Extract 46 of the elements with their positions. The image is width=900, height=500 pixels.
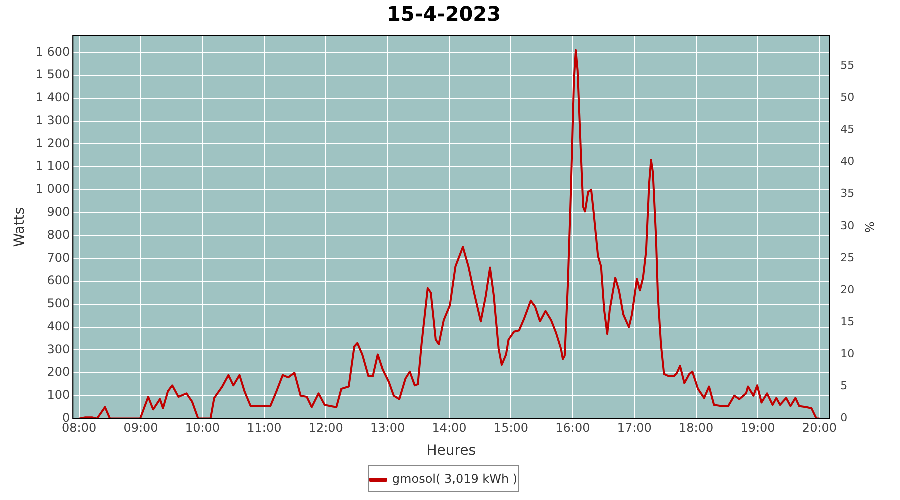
y2-tick-label: 25	[840, 251, 855, 264]
y-tick-label: 500	[47, 296, 70, 311]
y-tick-label: 1 300	[36, 113, 70, 128]
y-axis-title: Watts	[12, 207, 28, 248]
y2-tick-label: 5	[840, 380, 848, 393]
y-tick-label: 100	[47, 388, 70, 402]
y-tick-label: 300	[47, 342, 70, 356]
x-tick-label: 13:00	[370, 421, 406, 436]
y-tick-label: 700	[47, 250, 70, 265]
y-tick-label: 200	[47, 365, 70, 380]
x-tick-label: 08:00	[62, 421, 97, 436]
x-axis-title: Heures	[426, 443, 476, 460]
legend-label: gmosol( 3,019 kWh )	[392, 472, 518, 486]
y-tick-label: 1 500	[36, 68, 70, 82]
x-tick-label: 20:00	[802, 421, 838, 436]
x-tick-label: 11:00	[247, 421, 282, 436]
x-tick-label: 18:00	[679, 421, 714, 436]
y-tick-label: 800	[47, 228, 70, 242]
y-tick-label: 1 000	[36, 182, 70, 196]
y-tick-label: 1 200	[36, 136, 70, 150]
y2-tick-label: 50	[840, 91, 855, 104]
y2-tick-label: 35	[840, 187, 855, 200]
y2-tick-label: 15	[840, 315, 855, 328]
x-tick-label: 19:00	[740, 421, 776, 436]
y-tick-label: 900	[47, 204, 70, 219]
x-tick-label: 17:00	[617, 421, 652, 436]
x-tick-label: 12:00	[308, 421, 344, 436]
y-tick-label: 600	[47, 274, 70, 288]
y2-tick-label: 20	[840, 283, 855, 296]
y2-tick-label: 40	[840, 155, 855, 168]
x-tick-label: 10:00	[185, 421, 220, 436]
y2-axis-title: %	[862, 222, 877, 234]
y-tick-label: 1 400	[36, 90, 70, 105]
x-tick-label: 09:00	[124, 421, 158, 436]
y2-tick-label: 10	[840, 348, 855, 361]
y-tick-label: 400	[47, 319, 70, 334]
y2-tick-label: 30	[840, 219, 855, 232]
y2-tick-label: 55	[840, 58, 855, 72]
x-tick-label: 14:00	[432, 421, 467, 436]
y-tick-label: 1 100	[36, 159, 70, 174]
y-tick-label: 1 600	[36, 44, 70, 59]
y2-tick-label: 45	[840, 123, 855, 136]
chart-title: 15-4-2023	[386, 2, 502, 26]
x-tick-label: 16:00	[556, 421, 590, 436]
y2-tick-label: 0	[840, 412, 848, 425]
x-tick-label: 15:00	[494, 421, 529, 436]
